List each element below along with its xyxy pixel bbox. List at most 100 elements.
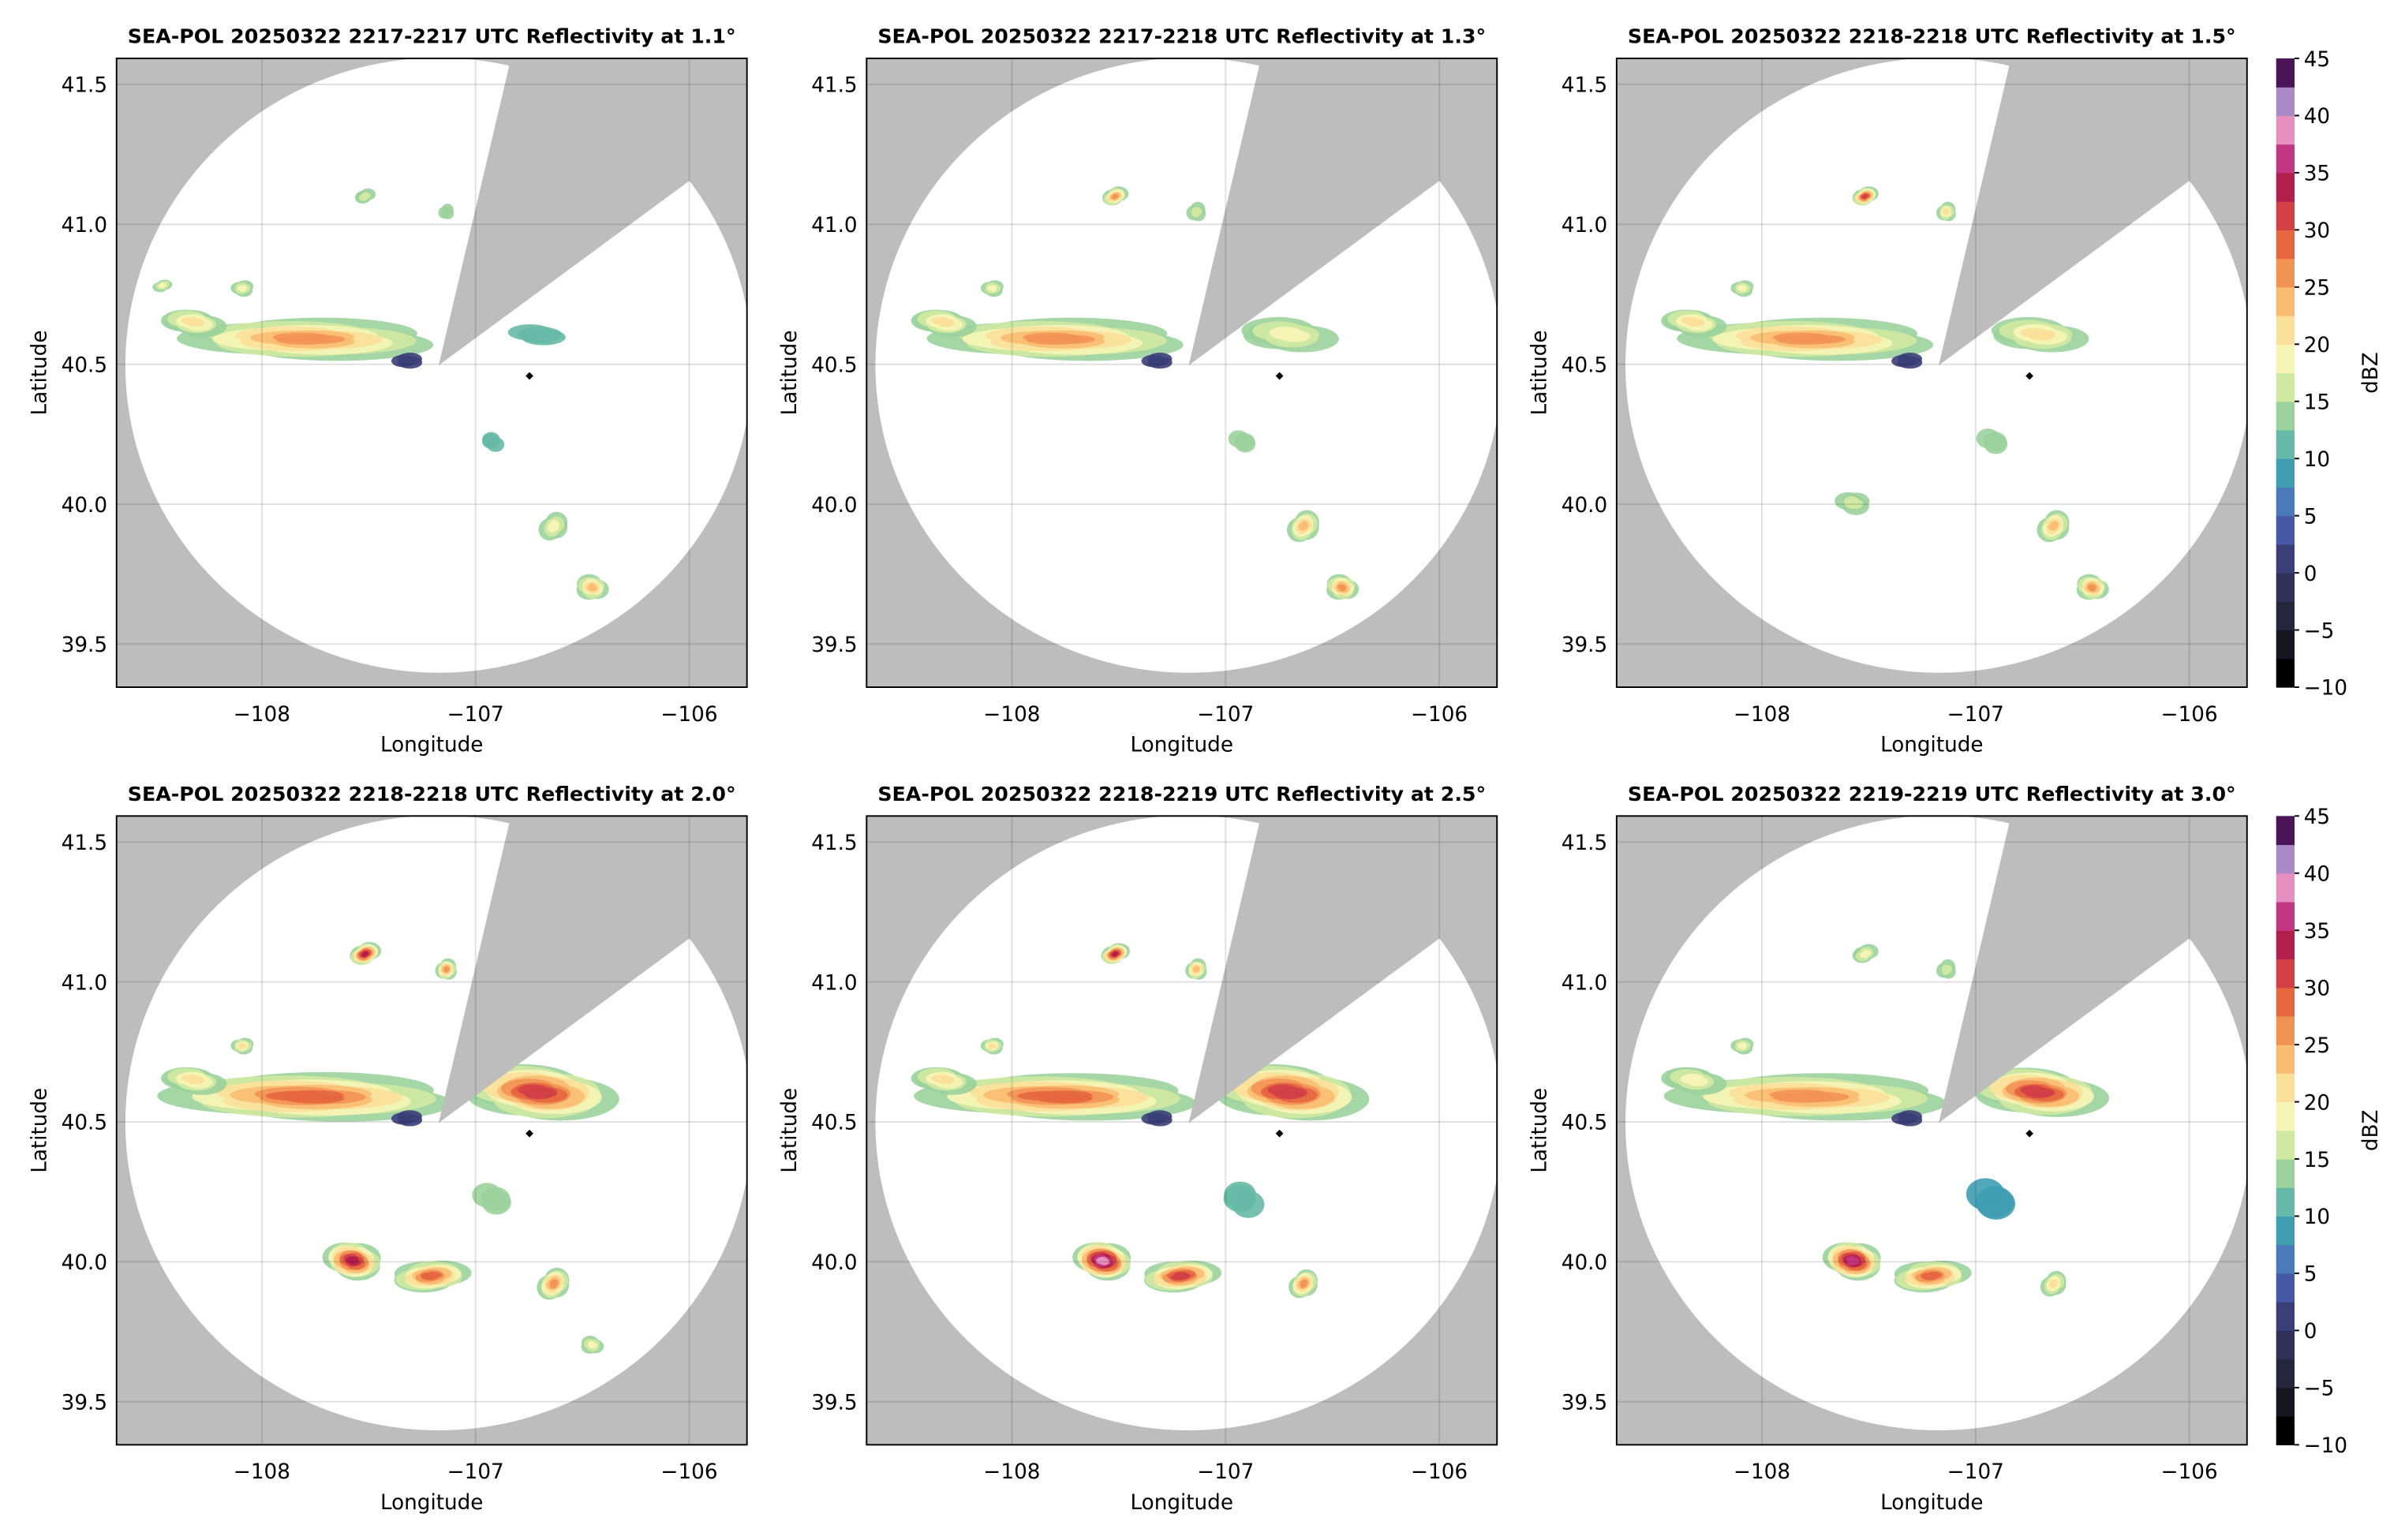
x-axis-label: Longitude: [380, 1491, 483, 1515]
echo: [587, 1342, 596, 1349]
panel: SEA-POL 20250322 2218-2219 UTC Reflectiv…: [778, 783, 1498, 1515]
colorbar-band: [2276, 1244, 2295, 1274]
echo: [391, 1112, 417, 1125]
echo: [238, 1045, 245, 1049]
y-tick-label: 41.0: [811, 971, 857, 995]
colorbar-band: [2276, 901, 2295, 931]
colorbar-band: [2276, 58, 2295, 88]
echo: [589, 585, 598, 592]
echo: [1035, 1093, 1093, 1104]
colorbar-tick-label: −10: [2304, 1434, 2347, 1458]
y-tick-label: 40.5: [1562, 353, 1607, 377]
echo: [988, 1045, 995, 1049]
colorbar-band: [2276, 201, 2295, 230]
x-tick-label: −107: [1947, 703, 2004, 727]
y-tick-label: 41.5: [62, 74, 107, 98]
radar-site: [2025, 1129, 2034, 1138]
blocked-sector: [438, 816, 747, 1123]
x-tick-label: −107: [447, 703, 504, 727]
colorbar-band: [2276, 987, 2295, 1017]
x-tick-label: −108: [234, 703, 290, 727]
y-tick-label: 40.0: [811, 494, 857, 518]
colorbar-band: [2276, 1330, 2295, 1360]
echo: [1193, 207, 1202, 216]
echo: [1141, 1112, 1166, 1125]
blocked-sector: [1939, 816, 2247, 1123]
x-tick-label: −108: [1734, 1460, 1790, 1484]
plot-area: [1616, 816, 2247, 1445]
plot-area: [1616, 58, 2247, 688]
chart-title: SEA-POL 20250322 2218-2218 UTC Reflectiv…: [1628, 25, 2236, 48]
radar-site: [2025, 372, 2034, 380]
echo: [481, 1187, 511, 1212]
y-tick-label: 39.5: [1562, 634, 1607, 657]
colorbar-tick-label: −5: [2304, 1377, 2335, 1401]
blocked-sector: [1188, 816, 1498, 1123]
colorbar-tick-label: 30: [2304, 977, 2330, 1000]
y-tick-label: 39.5: [62, 634, 107, 657]
colorbar-band: [2276, 258, 2295, 288]
echo: [549, 1281, 557, 1289]
colorbar-band: [2276, 658, 2295, 688]
colorbar-tick-label: 5: [2304, 1263, 2317, 1287]
frame: [115, 815, 748, 1446]
x-tick-label: −106: [661, 1460, 718, 1484]
echo: [1270, 327, 1303, 340]
colorbar-tick-label: 20: [2304, 1091, 2330, 1115]
echo: [1686, 318, 1705, 327]
y-tick-label: 40.0: [62, 1251, 107, 1275]
echo: [238, 286, 247, 292]
colorbar-band: [2276, 286, 2295, 316]
colorbar-tick-label: 35: [2304, 920, 2330, 944]
colorbar-band: [2276, 1216, 2295, 1246]
colorbar-tick-label: 15: [2304, 1149, 2330, 1172]
colorbar-tick-label: 30: [2304, 219, 2330, 243]
echo: [1943, 208, 1949, 214]
echo: [443, 967, 449, 973]
echo: [421, 1273, 438, 1280]
x-tick-label: −106: [661, 703, 718, 727]
frame: [115, 58, 748, 689]
x-tick-label: −108: [234, 1460, 290, 1484]
y-tick-label: 39.5: [1562, 1391, 1607, 1415]
echo: [549, 519, 559, 529]
echo: [1738, 1044, 1747, 1050]
echo: [2028, 331, 2055, 341]
colorbar-tick-label: 35: [2304, 163, 2330, 186]
y-axis-label: Latitude: [778, 1088, 802, 1173]
colorbar-label: dBZ: [2359, 1109, 2383, 1151]
colorbar-band: [2276, 1130, 2295, 1160]
x-tick-label: −107: [1197, 1460, 1254, 1484]
x-tick-label: −106: [1411, 1460, 1468, 1484]
colorbar-band: [2276, 316, 2295, 345]
colorbar-band: [2276, 487, 2295, 517]
colorbar-tick-label: −10: [2304, 677, 2347, 701]
x-tick-label: −108: [1734, 703, 1790, 727]
x-axis-label: Longitude: [1131, 734, 1233, 757]
echo: [2020, 1085, 2047, 1096]
colorbar-band: [2276, 1073, 2295, 1103]
colorbar-tick-label: 0: [2304, 563, 2317, 586]
y-tick-label: 40.0: [811, 1251, 857, 1275]
x-axis-label: Longitude: [1131, 1491, 1233, 1515]
blocked-sector: [1188, 58, 1498, 365]
y-tick-label: 41.5: [811, 74, 857, 98]
x-tick-label: −106: [2161, 703, 2218, 727]
colorbar-band: [2276, 1187, 2295, 1217]
colorbar-tick-label: 5: [2304, 505, 2317, 529]
x-tick-label: −107: [447, 1460, 504, 1484]
echo: [518, 327, 563, 343]
echo: [1026, 335, 1083, 345]
colorbar-band: [2276, 401, 2295, 431]
colorbar-tick-label: 20: [2304, 334, 2330, 357]
colorbar-band: [2276, 816, 2295, 846]
y-tick-label: 41.0: [62, 971, 107, 995]
panel: SEA-POL 20250322 2218-2218 UTC Reflectiv…: [1528, 25, 2383, 757]
echo: [442, 207, 454, 219]
echo: [937, 1076, 955, 1085]
y-tick-label: 40.5: [811, 1112, 857, 1135]
echo: [1983, 432, 2007, 452]
colorbar-band: [2276, 1359, 2295, 1389]
colorbar-tick-label: 40: [2304, 105, 2330, 129]
